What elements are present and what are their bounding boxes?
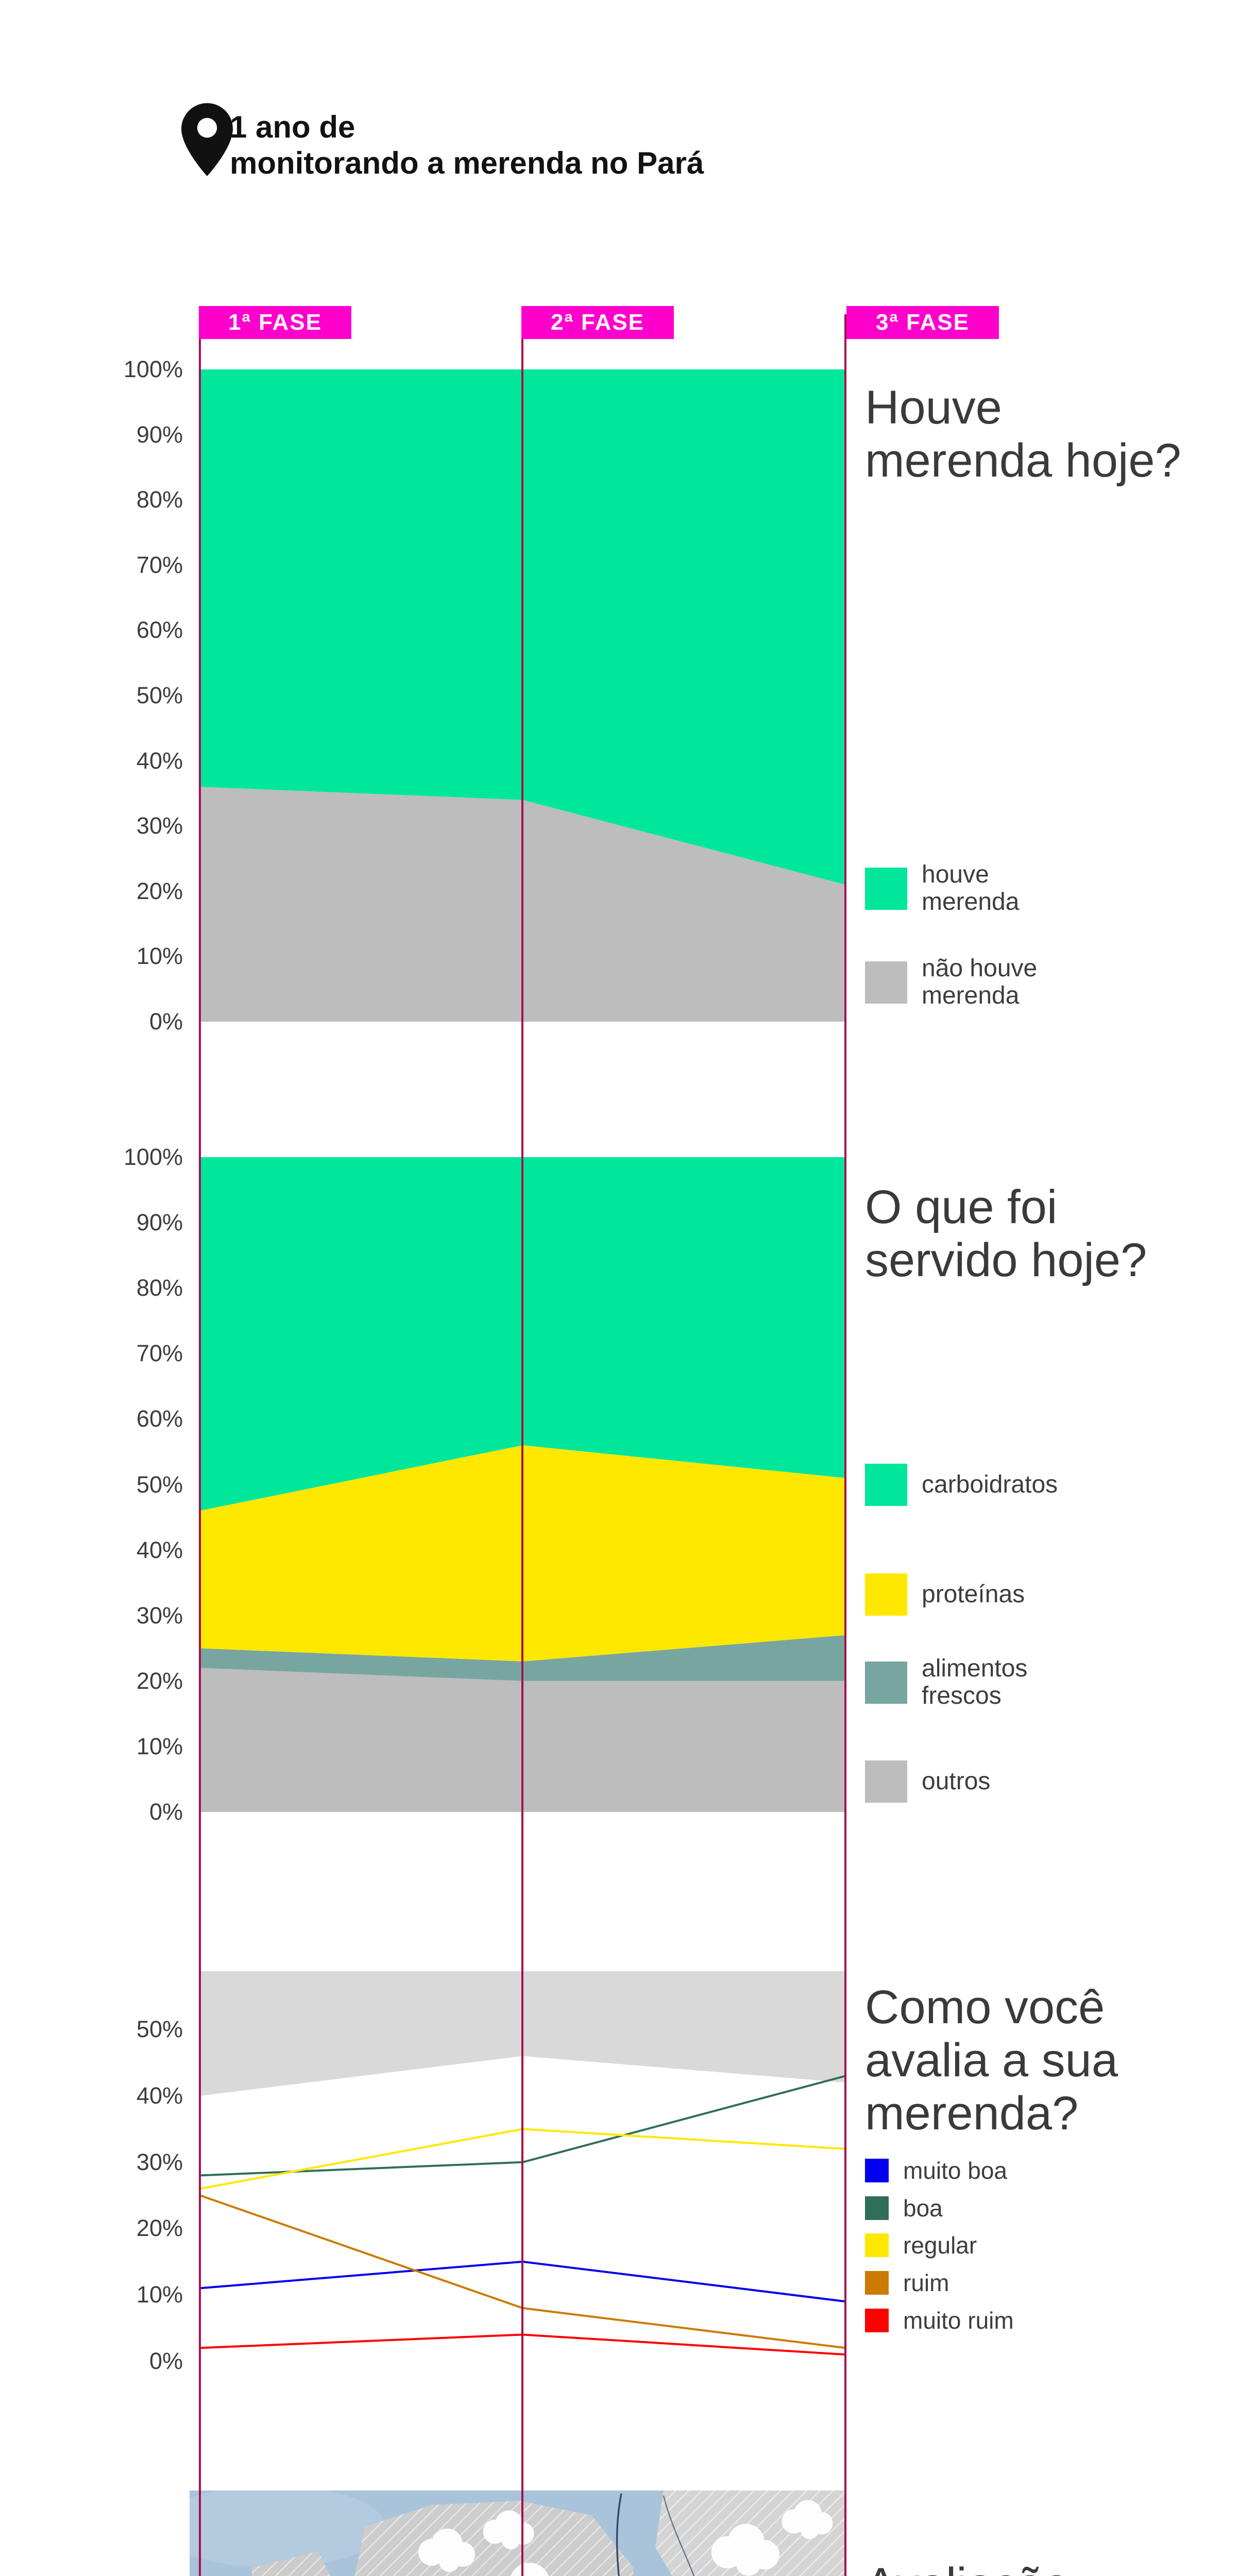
legend-swatch	[865, 1573, 907, 1616]
phase-divider-line	[521, 314, 523, 2576]
y-axis-tick-label: 40%	[136, 2082, 183, 2109]
legend-label: houve merenda	[922, 861, 1020, 916]
legend-swatch	[865, 2271, 889, 2295]
y-axis-tick-label: 70%	[136, 1340, 183, 1367]
y-axis-tick-label: 0%	[149, 2347, 183, 2374]
legend-item: ruim	[865, 2270, 1119, 2296]
map-title-regular: Avaliação média da merenda vs.	[865, 2558, 1126, 2576]
legend-item: carboidratos	[865, 1464, 1087, 1506]
y-axis-tick-label: 50%	[136, 1471, 183, 1498]
legend-swatch	[865, 1760, 907, 1803]
y-axis-tick-label: 90%	[136, 421, 183, 448]
legend-swatch	[865, 1661, 907, 1704]
y-axis-tick-label: 20%	[136, 877, 183, 904]
page-title-line2: monitorando a merenda no Pará	[230, 146, 704, 180]
y-axis-tick-label: 10%	[136, 943, 183, 970]
legend-swatch	[865, 1464, 907, 1506]
phase-label: 2ª FASE	[521, 306, 674, 339]
legend-label: regular	[903, 2232, 977, 2259]
y-axis-tick-label: 70%	[136, 551, 183, 578]
y-axis-tick-label: 0%	[149, 1799, 183, 1825]
legend-item: muito ruim	[865, 2308, 1119, 2334]
legend-item: outros	[865, 1760, 1087, 1803]
phase-divider-line	[844, 314, 846, 2576]
legend-item: houve merenda	[865, 861, 1087, 916]
legend-item: não houve merenda	[865, 955, 1087, 1010]
y-axis-tick-label: 80%	[136, 486, 183, 513]
y-axis-tick-label: 100%	[123, 356, 183, 382]
y-axis-tick-label: 50%	[136, 2016, 183, 2042]
chart-servido-area	[200, 1157, 845, 1812]
legend-swatch	[865, 2196, 889, 2221]
legend-label: proteínas	[922, 1580, 1025, 1608]
map-graphic	[190, 2490, 845, 2576]
y-axis-tick-label: 60%	[136, 1405, 183, 1432]
phase-label: 3ª FASE	[846, 306, 999, 339]
legend-item: boa	[865, 2195, 1119, 2222]
y-axis-tick-label: 20%	[136, 1667, 183, 1694]
y-axis-tick-label: 20%	[136, 2215, 183, 2242]
y-axis-tick-label: 30%	[136, 812, 183, 839]
legend-swatch	[865, 961, 907, 1004]
y-axis-tick-label: 0%	[149, 1008, 183, 1035]
y-axis-tick-label: 80%	[136, 1275, 183, 1301]
y-axis-tick-label: 100%	[123, 1144, 183, 1170]
legend-label: ruim	[903, 2269, 949, 2296]
legend-label: muito ruim	[903, 2307, 1014, 2334]
location-pin-icon	[181, 103, 233, 179]
y-axis-tick-label: 40%	[136, 1536, 183, 1563]
legend-swatch	[865, 2159, 889, 2183]
y-axis-tick-label: 10%	[136, 1733, 183, 1759]
y-axis-tick-label: 40%	[136, 747, 183, 774]
y-axis-tick-label: 30%	[136, 2148, 183, 2175]
y-axis-tick-label: 60%	[136, 617, 183, 643]
chart-houve-merenda-title: Houve merenda hoje?	[865, 381, 1181, 487]
phase-label: 1ª FASE	[199, 306, 351, 339]
y-axis-tick-label: 50%	[136, 682, 183, 708]
map-title: Avaliação média da merenda vs. condições…	[865, 2558, 1153, 2576]
legend-item: muito boa	[865, 2158, 1119, 2184]
legend-swatch	[865, 2233, 889, 2258]
legend-label: outros	[922, 1767, 991, 1795]
legend-swatch	[865, 867, 907, 910]
phase-divider-line	[199, 314, 201, 2576]
page-title: 1 ano de monitorando a merenda no Pará	[230, 109, 704, 181]
legend-item: alimentos frescos	[865, 1655, 1087, 1710]
legend-item: regular	[865, 2232, 1119, 2259]
legend-swatch	[865, 2309, 889, 2333]
legend-label: não houve merenda	[922, 955, 1038, 1009]
page-title-line1: 1 ano de	[230, 110, 355, 144]
legend-label: carboidratos	[922, 1470, 1058, 1498]
legend-label: alimentos frescos	[922, 1655, 1028, 1709]
chart-avaliacao-title: Como você avalia a sua merenda?	[865, 1981, 1118, 2140]
y-axis-tick-label: 90%	[136, 1209, 183, 1236]
chart-servido-title: O que foi servido hoje?	[865, 1181, 1147, 1286]
city-map: OuteiroMaracangalhaCruzeiroPonta GrossaT…	[190, 2490, 845, 2576]
y-axis-tick-label: 30%	[136, 1602, 183, 1629]
legend-label: muito boa	[903, 2157, 1008, 2184]
y-axis-tick-label: 10%	[136, 2281, 183, 2308]
legend-item: proteínas	[865, 1573, 1087, 1616]
legend-label: boa	[903, 2195, 943, 2222]
